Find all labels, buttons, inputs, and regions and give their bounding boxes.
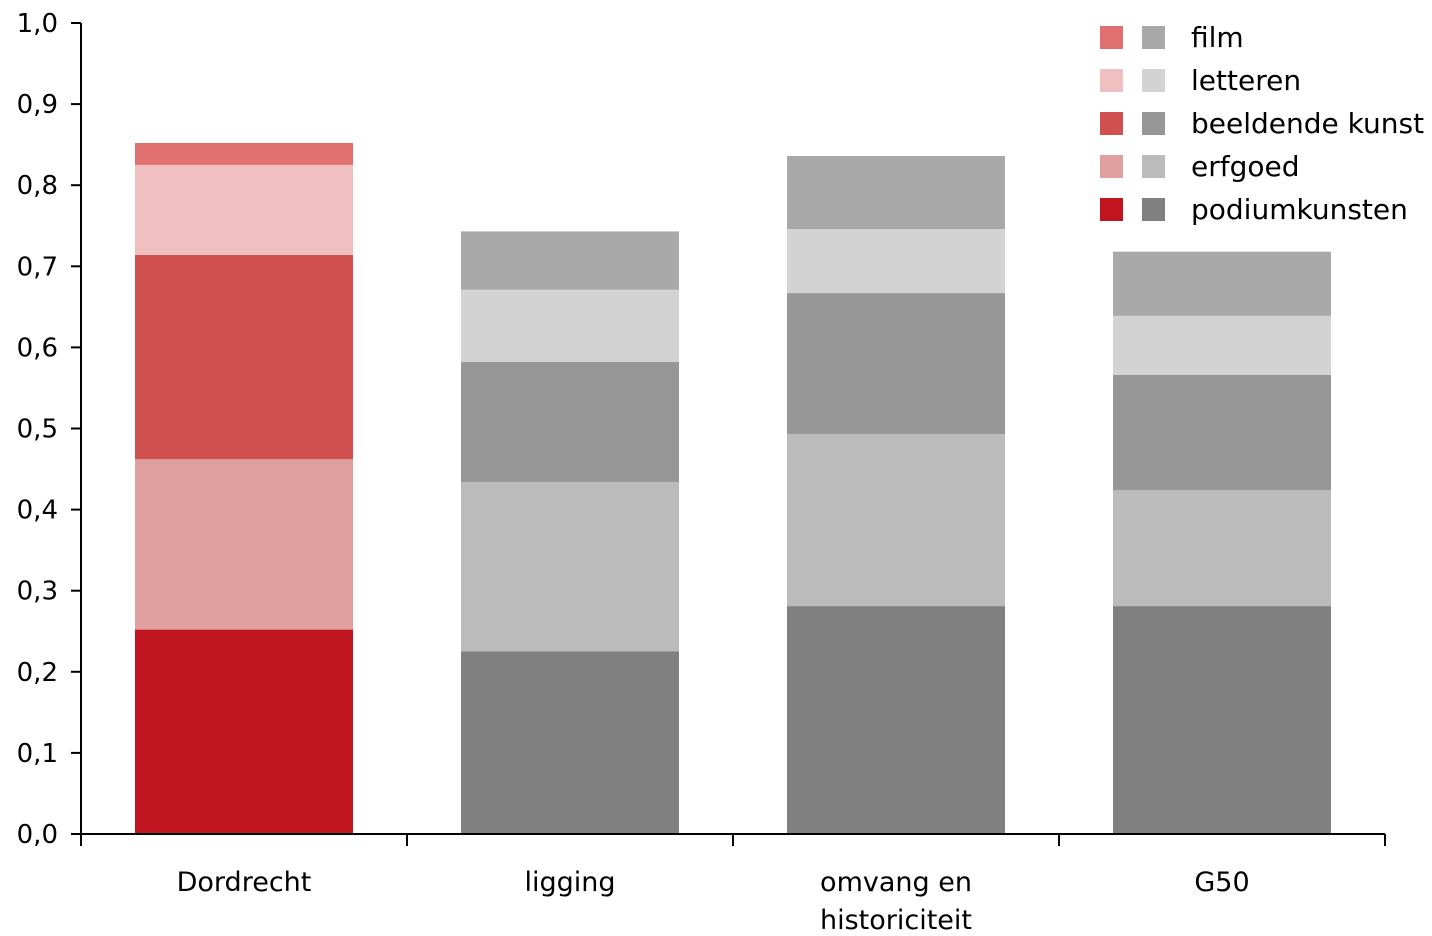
x-category-label: Dordrecht [177, 867, 312, 898]
legend-swatch-dordrecht [1100, 112, 1123, 135]
legend-swatch-reference [1142, 198, 1165, 221]
bar-segment-erfgoed-2 [787, 434, 1005, 607]
legend-label: letteren [1191, 64, 1301, 97]
legend-label: podiumkunsten [1191, 193, 1408, 226]
x-category-label: historiciteit [820, 905, 972, 936]
y-tick-label: 0,0 [17, 820, 58, 850]
legend-label: beeldende kunst [1191, 107, 1424, 140]
legend-swatch-dordrecht [1100, 26, 1123, 49]
legend-swatch-dordrecht [1100, 198, 1123, 221]
y-tick-label: 0,8 [17, 171, 58, 201]
bar-segment-film-0 [135, 143, 353, 165]
bar-segment-erfgoed-3 [1113, 490, 1331, 607]
bars-group [135, 143, 1331, 834]
legend-swatch-reference [1142, 26, 1165, 49]
x-category-label: G50 [1194, 867, 1249, 898]
bar-segment-beeldende-kunst-3 [1113, 375, 1331, 491]
x-category-label: omvang en [820, 867, 972, 898]
bar-segment-beeldende-kunst-1 [461, 362, 679, 482]
bar-segment-podiumkunsten-1 [461, 651, 679, 834]
y-tick-label: 0,6 [17, 333, 58, 363]
bar-segment-podiumkunsten-3 [1113, 606, 1331, 834]
bar-segment-letteren-1 [461, 289, 679, 362]
legend-label: film [1191, 21, 1244, 54]
y-tick-label: 0,2 [17, 658, 58, 688]
legend-swatch-reference [1142, 69, 1165, 92]
y-tick-label: 1,0 [17, 9, 58, 39]
bar-segment-podiumkunsten-2 [787, 606, 1005, 834]
legend-swatch-dordrecht [1100, 155, 1123, 178]
y-tick-label: 0,4 [17, 496, 58, 526]
bar-segment-beeldende-kunst-0 [135, 254, 353, 460]
y-tick-label: 0,9 [17, 90, 58, 120]
bar-segment-erfgoed-1 [461, 482, 679, 652]
x-category-label: ligging [524, 867, 615, 898]
bar-segment-podiumkunsten-0 [135, 629, 353, 834]
bar-segment-film-1 [461, 231, 679, 290]
legend-swatch-dordrecht [1100, 69, 1123, 92]
bar-segment-film-2 [787, 156, 1005, 229]
legend-label: erfgoed [1191, 150, 1300, 183]
y-tick-label: 0,1 [17, 739, 58, 769]
bar-segment-film-3 [1113, 251, 1331, 316]
y-tick-label: 0,7 [17, 252, 58, 282]
y-tick-label: 0,3 [17, 577, 58, 607]
bar-segment-erfgoed-0 [135, 459, 353, 630]
y-tick-label: 0,5 [17, 415, 58, 445]
bar-segment-letteren-3 [1113, 315, 1331, 375]
bar-segment-letteren-2 [787, 229, 1005, 294]
bar-segment-letteren-0 [135, 164, 353, 255]
bar-segment-beeldende-kunst-2 [787, 293, 1005, 435]
legend-swatch-reference [1142, 155, 1165, 178]
legend-swatch-reference [1142, 112, 1165, 135]
legend: film letteren beeldende kunst erfgoed podium… [1100, 21, 1424, 226]
axes-group: 0,0 0,1 0,2 0,3 0,4 0,5 0,6 0,7 0,8 0,9 1,0 Dordrec… [17, 9, 1386, 936]
